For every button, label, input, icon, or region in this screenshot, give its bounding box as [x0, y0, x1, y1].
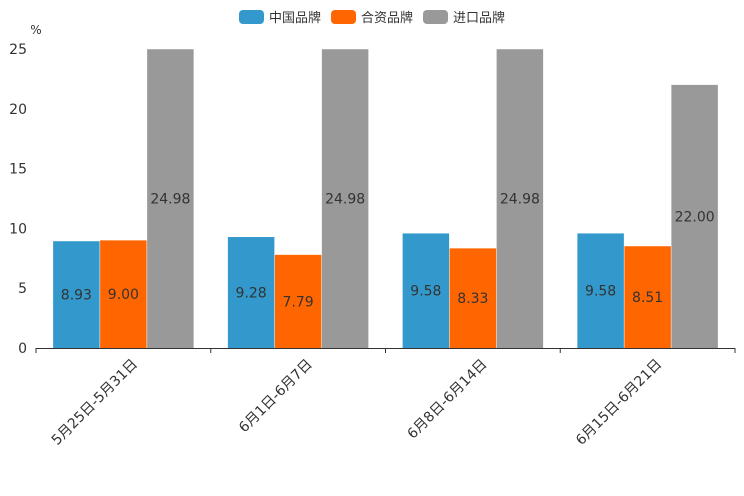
legend-swatch — [238, 9, 264, 24]
x-category-label: 6月15日-6月21日 — [573, 356, 665, 448]
legend-label: 合资品牌 — [360, 11, 413, 26]
bar — [496, 49, 544, 349]
data-label: 8.33 — [457, 291, 488, 307]
data-label: 9.58 — [410, 284, 441, 300]
y-tick-label: 10 — [9, 221, 27, 237]
data-label: 7.79 — [283, 294, 314, 310]
bar — [147, 49, 194, 349]
bar — [53, 241, 100, 348]
legend-label: 中国品牌 — [268, 11, 321, 26]
legend-item-joint-venture-brand[interactable]: 合资品牌 — [330, 7, 413, 26]
data-label: 8.51 — [632, 290, 663, 306]
y-tick-label: 0 — [18, 341, 27, 357]
data-label: 9.00 — [108, 287, 139, 303]
x-category-label: 6月1日-6月7日 — [236, 356, 316, 436]
y-tick-label: 15 — [9, 162, 27, 178]
bar — [321, 49, 369, 349]
data-label: 9.58 — [585, 284, 616, 300]
bar — [449, 248, 497, 348]
y-axis-unit-label: % — [30, 23, 41, 37]
bar — [671, 84, 718, 348]
data-label: 24.98 — [150, 192, 190, 208]
x-category-label: 6月8日-6月14日 — [405, 356, 491, 442]
bar — [577, 233, 624, 348]
y-tick-label: 5 — [18, 281, 27, 297]
legend: 中国品牌 合资品牌 进口品牌 — [0, 7, 744, 26]
bar — [100, 240, 147, 348]
legend-swatch — [423, 9, 448, 24]
legend-item-import-brand[interactable]: 进口品牌 — [423, 7, 505, 26]
x-category-label: 5月25日-5月31日 — [49, 356, 141, 448]
data-label: 8.93 — [61, 288, 92, 304]
bar — [274, 254, 322, 348]
y-tick-label: 25 — [9, 42, 27, 58]
bar — [624, 246, 671, 348]
legend-item-china-brand[interactable]: 中国品牌 — [238, 7, 321, 26]
data-label: 24.98 — [325, 192, 365, 208]
data-label: 24.98 — [500, 192, 540, 208]
bar — [402, 233, 450, 348]
y-tick-label: 20 — [9, 102, 27, 118]
data-label: 9.28 — [236, 286, 267, 302]
legend-swatch — [330, 9, 356, 24]
bar — [227, 237, 275, 348]
data-label: 22.00 — [675, 209, 715, 225]
legend-label: 进口品牌 — [453, 11, 506, 26]
